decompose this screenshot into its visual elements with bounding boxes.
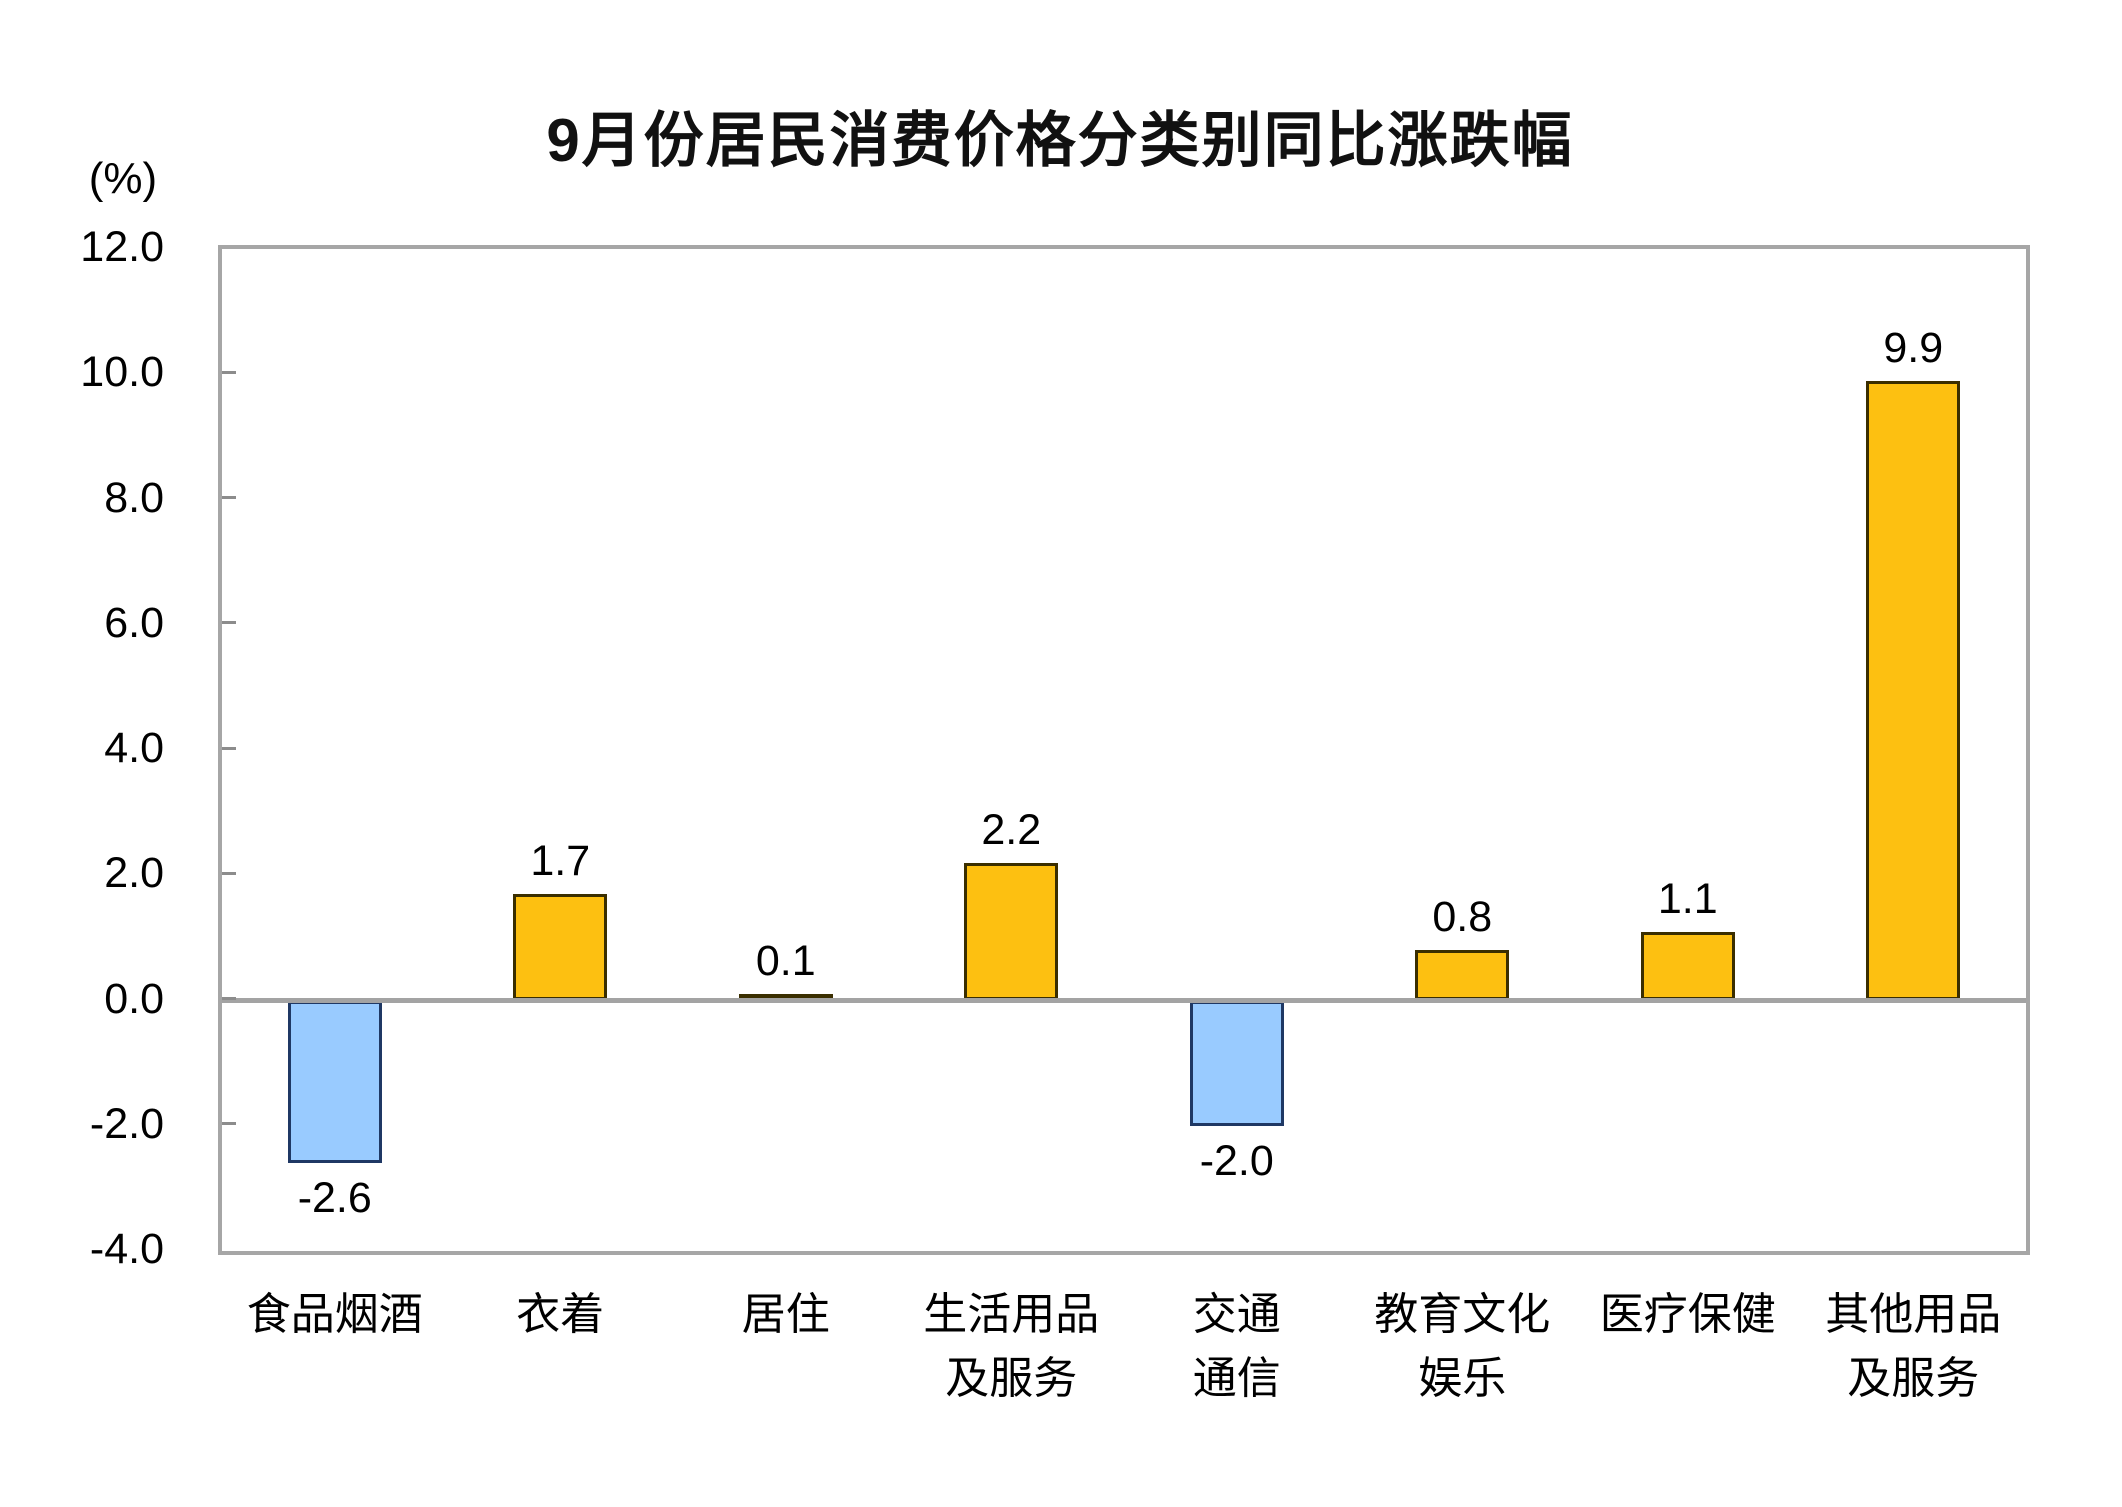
- bar-value-label: -2.6: [297, 1174, 372, 1223]
- x-axis-category-line: 生活用品: [923, 1290, 1100, 1339]
- x-axis-category-line: 衣着: [516, 1290, 605, 1339]
- bar-value-label: 1.7: [530, 837, 591, 886]
- x-axis-category-line: 其他用品: [1825, 1290, 2002, 1339]
- x-axis-category-line: 教育文化: [1374, 1290, 1551, 1339]
- bar-4: [1189, 1000, 1284, 1126]
- y-axis-tick-mark: [222, 1122, 236, 1126]
- x-axis-category-label: 医疗保健: [1573, 1283, 1803, 1347]
- y-axis-tick-label: -4.0: [89, 1225, 164, 1273]
- x-axis-category-line: 及服务: [1847, 1354, 1980, 1403]
- y-axis-tick-label: 0.0: [104, 974, 164, 1023]
- y-axis-tick-mark: [222, 871, 236, 875]
- x-axis-category-line: 医疗保健: [1599, 1290, 1776, 1339]
- y-axis-tick-label: 8.0: [104, 473, 164, 522]
- y-axis-tick-label: 6.0: [104, 598, 164, 647]
- x-axis-category-label: 食品烟酒: [220, 1283, 450, 1347]
- bar-value-label: 0.1: [755, 937, 816, 986]
- y-axis-tick-mark: [222, 370, 236, 374]
- plot-area: -2.6 1.7 0.1 2.2 -2.0 0.8 1.1 9.9: [218, 245, 2030, 1255]
- x-axis-category-line: 交通: [1192, 1290, 1281, 1339]
- x-axis-category-line: 娱乐: [1418, 1354, 1507, 1403]
- bar-1: [513, 894, 608, 1001]
- y-axis-tick-label: 4.0: [104, 724, 164, 772]
- y-axis-tick-label: -2.0: [89, 1099, 164, 1148]
- x-axis-category-line: 食品烟酒: [246, 1290, 423, 1339]
- bar-7: [1866, 380, 1961, 1001]
- y-axis-tick-mark: [222, 746, 236, 750]
- x-axis-category-label: 生活用品 及服务: [896, 1283, 1126, 1411]
- bar-value-label: 0.8: [1432, 893, 1493, 942]
- y-axis-unit-label: (%): [88, 154, 158, 203]
- y-axis-tick-mark: [222, 621, 236, 625]
- bar-value-label: 2.2: [981, 805, 1042, 854]
- x-axis-category-label: 衣着: [445, 1283, 675, 1347]
- y-axis-tick-label: 12.0: [80, 223, 164, 271]
- x-axis-category-label: 居住: [671, 1283, 901, 1347]
- x-axis-category-line: 通信: [1192, 1354, 1281, 1403]
- zero-line: [222, 998, 2026, 1003]
- y-axis-tick-mark: [222, 997, 236, 1000]
- bar-value-label: -2.0: [1199, 1136, 1274, 1185]
- bar-0: [287, 1000, 382, 1164]
- y-axis-tick-mark: [222, 496, 236, 499]
- bar-6: [1640, 931, 1735, 1001]
- x-axis-category-label: 教育文化 娱乐: [1347, 1283, 1577, 1411]
- bar-5: [1415, 950, 1510, 1001]
- bar-value-label: 9.9: [1883, 323, 1944, 372]
- x-axis-category-line: 及服务: [945, 1354, 1078, 1403]
- y-axis-tick-label: 2.0: [104, 849, 164, 898]
- chart-title: 9月份居民消费价格分类别同比涨跌幅: [546, 107, 1574, 174]
- x-axis-category-label: 交通 通信: [1122, 1283, 1352, 1411]
- bar-3: [964, 862, 1059, 1001]
- x-axis-category-label: 其他用品 及服务: [1798, 1283, 2028, 1411]
- bar-value-label: 1.1: [1657, 874, 1718, 923]
- y-axis-tick-label: 10.0: [80, 348, 164, 397]
- x-axis-category-line: 居住: [741, 1290, 830, 1339]
